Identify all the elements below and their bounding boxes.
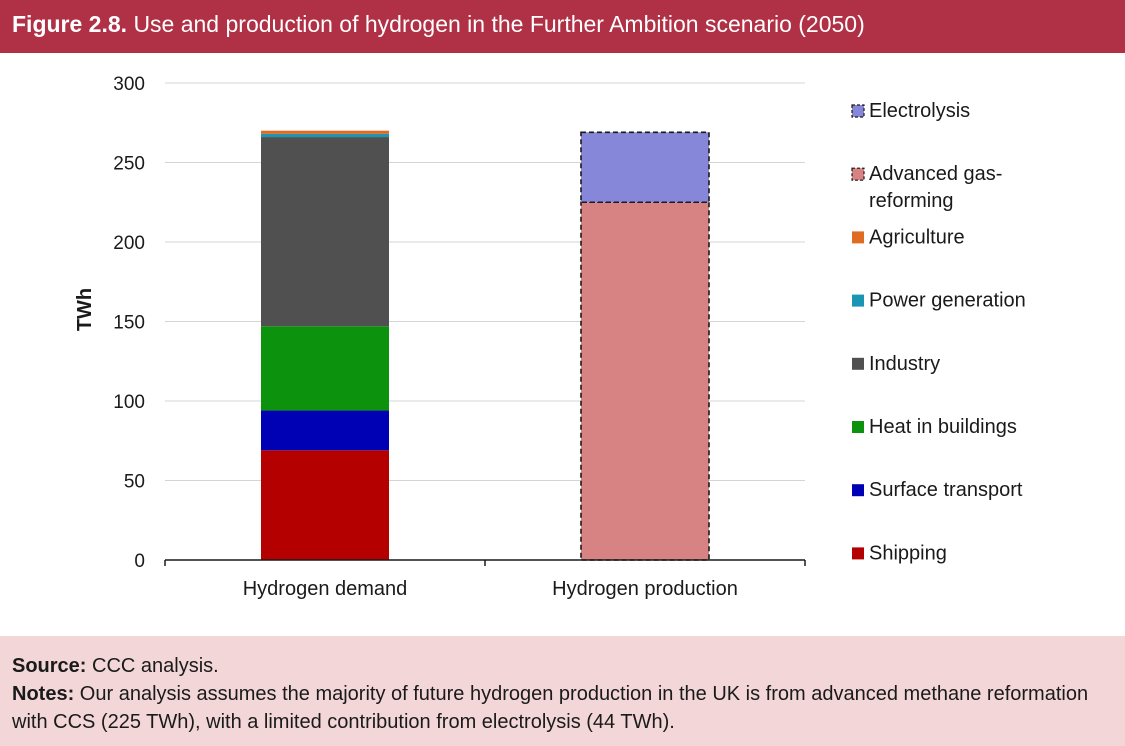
legend-swatch-surface-transport	[852, 484, 864, 497]
y-tick-label: 150	[113, 313, 145, 334]
figure-header: Figure 2.8. Use and production of hydrog…	[0, 0, 1125, 53]
legend-swatch-industry	[852, 357, 864, 370]
bar-segment-hydrogen-production-advanced-gas-reforming	[580, 201, 710, 561]
y-tick-label: 0	[134, 551, 145, 572]
figure-title: Use and production of hydrogen in the Fu…	[133, 11, 865, 37]
legend-label: Industry	[869, 353, 940, 375]
legend-swatch-agriculture	[852, 231, 864, 244]
axes: 0 50 100 150 200 250 300 TWh Hydrogen demand Hydr…	[74, 74, 806, 600]
figure-label: Figure 2.8.	[12, 11, 128, 37]
legend-label: reforming	[869, 190, 953, 212]
y-tick-label: 50	[124, 472, 145, 493]
legend: Electrolysis Advanced gas-reforming Agricu…	[851, 100, 1026, 564]
legend-swatch-heat-in-buildings	[852, 421, 864, 433]
notes-text: Our analysis assumes the majority of fut…	[12, 683, 1089, 733]
y-axis-title: TWh	[74, 288, 96, 331]
legend-swatch-advanced-gas-reforming	[851, 167, 865, 181]
source-text: CCC analysis.	[92, 655, 219, 677]
bar-segment-hydrogen-demand-surface-transport	[261, 410, 389, 451]
bar-segment-hydrogen-demand-power-generation	[261, 133, 389, 138]
legend-label: Power generation	[869, 290, 1026, 312]
bar-segment-hydrogen-demand-shipping	[261, 450, 389, 560]
y-tick-label: 200	[113, 233, 145, 254]
y-tick-label: 250	[113, 154, 145, 175]
legend-swatch-electrolysis	[851, 104, 865, 118]
legend-label: Electrolysis	[869, 100, 970, 122]
chart-area: 0 50 100 150 200 250 300 TWh Hydrogen demand Hydr…	[0, 53, 1125, 636]
legend-label: Heat in buildings	[869, 416, 1017, 438]
legend-swatch-shipping	[852, 547, 864, 560]
y-tick-label: 100	[113, 392, 145, 413]
legend-swatch-power-generation	[852, 294, 864, 307]
bar-segment-hydrogen-demand-agriculture	[261, 130, 389, 134]
figure-footer: Source: CCC analysis. Notes: Our analysi…	[0, 636, 1125, 746]
x-category-label: Hydrogen production	[552, 578, 738, 600]
bar-segment-hydrogen-demand-heat-in-buildings	[261, 326, 389, 411]
bar-segment-hydrogen-demand-industry	[261, 137, 389, 327]
notes-label: Notes:	[12, 683, 75, 705]
source-label: Source:	[12, 655, 87, 677]
source-line: Source: CCC analysis.	[12, 652, 1113, 680]
legend-label: Shipping	[869, 542, 947, 564]
legend-label: Agriculture	[869, 226, 965, 248]
stacked-bar-chart: 0 50 100 150 200 250 300 TWh Hydrogen demand Hydr…	[74, 74, 1026, 600]
x-category-label: Hydrogen demand	[243, 578, 408, 600]
legend-label: Advanced gas-	[869, 163, 1002, 185]
y-tick-label: 300	[113, 74, 145, 95]
legend-label: Surface transport	[869, 479, 1023, 501]
notes-line: Notes: Our analysis assumes the majority…	[12, 680, 1113, 736]
bars	[261, 130, 710, 561]
bar-segment-hydrogen-production-electrolysis	[580, 131, 710, 204]
